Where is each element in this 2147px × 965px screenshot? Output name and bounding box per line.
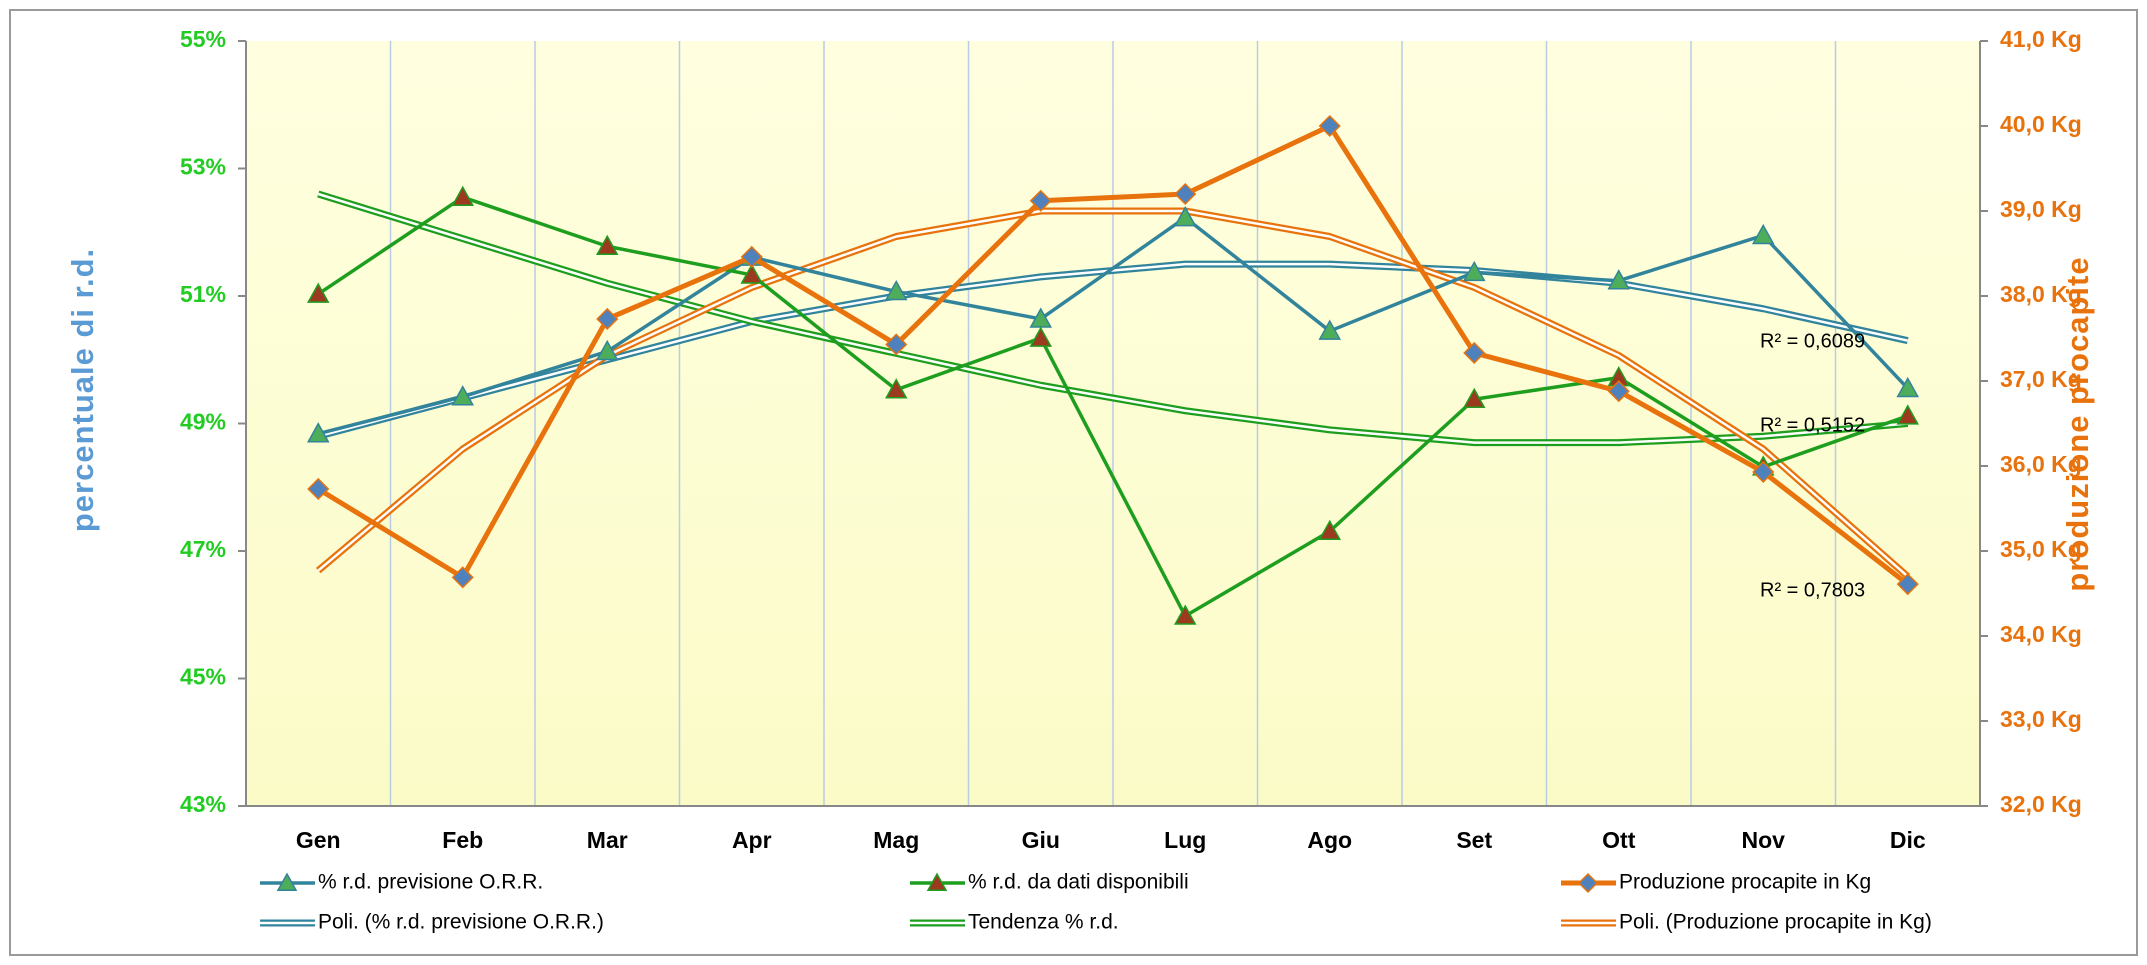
marker [1896, 404, 1920, 425]
y2-tick-label: 41,0 Kg [2000, 26, 2082, 52]
y-tick-label: 55% [180, 26, 226, 52]
annotation: R² = 0,6089 [1760, 330, 1865, 352]
x-tick-label: Mar [587, 827, 628, 853]
legend-marker [926, 872, 948, 891]
marker [307, 477, 330, 501]
marker [1607, 269, 1631, 290]
marker [1463, 341, 1486, 365]
y2-tick-label: 35,0 Kg [2000, 536, 2082, 562]
marker [596, 307, 619, 331]
marker [1896, 573, 1919, 596]
legend-label: Produzione procapite in Kg [1619, 871, 1871, 894]
marker [1173, 604, 1197, 625]
y2-tick-label: 36,0 Kg [2000, 451, 2082, 477]
trend-line-inner [317, 192, 1908, 444]
trend-line-inner [317, 209, 1909, 578]
y-tick-label: 43% [180, 791, 226, 817]
x-tick-label: Giu [1022, 827, 1060, 853]
x-tick-label: Feb [442, 827, 483, 853]
y-axis-title: percentuale di r.d. [65, 248, 100, 532]
marker [451, 385, 475, 406]
annotation: R² = 0,7803 [1760, 579, 1865, 601]
x-tick-label: Ott [1602, 827, 1636, 853]
legend-label: Poli. (% r.d. previsione O.R.R.) [318, 911, 604, 934]
y2-tick-label: 37,0 Kg [2000, 366, 2082, 392]
marker [1029, 326, 1053, 347]
x-tick-label: Nov [1742, 827, 1786, 853]
marker [1173, 206, 1197, 227]
x-tick-label: Gen [296, 827, 341, 853]
marker [451, 185, 475, 206]
legend-marker [276, 872, 298, 891]
x-tick-label: Set [1456, 827, 1492, 853]
x-tick-label: Lug [1164, 827, 1206, 853]
marker [1752, 460, 1775, 484]
marker [1029, 189, 1052, 212]
series-line [316, 123, 1910, 587]
x-tick-label: Ago [1307, 827, 1352, 853]
y2-axis-title: produzione procapite [2060, 256, 2095, 591]
marker [1318, 319, 1342, 340]
marker [1462, 387, 1486, 409]
y-tick-label: 49% [180, 409, 226, 435]
y2-tick-label: 33,0 Kg [2000, 706, 2082, 732]
marker [306, 282, 330, 303]
x-tick-label: Apr [732, 827, 772, 853]
legend-label: Tendenza % r.d. [968, 911, 1119, 934]
marker [884, 279, 908, 301]
marker [885, 333, 908, 356]
marker [1607, 380, 1630, 403]
marker [595, 339, 619, 361]
annotation: R² = 0,5152 [1760, 414, 1865, 436]
legend-label: Poli. (Produzione procapite in Kg) [1619, 911, 1932, 934]
legend-label: % r.d. da dati disponibili [968, 871, 1189, 894]
x-tick-label: Mag [873, 827, 919, 853]
y-tick-label: 53% [180, 154, 226, 180]
marker [451, 566, 474, 589]
y2-tick-label: 38,0 Kg [2000, 281, 2082, 307]
series-line [317, 195, 1909, 618]
y2-tick-label: 40,0 Kg [2000, 111, 2082, 137]
y-tick-label: 47% [180, 536, 226, 562]
y2-tick-label: 39,0 Kg [2000, 196, 2082, 222]
marker [1174, 182, 1197, 206]
legend-marker [1577, 872, 1599, 894]
marker [306, 422, 330, 443]
y2-tick-label: 32,0 Kg [2000, 791, 2082, 817]
marker [1318, 114, 1341, 138]
y2-tick-label: 34,0 Kg [2000, 621, 2082, 647]
marker [595, 234, 619, 256]
y-tick-label: 45% [180, 664, 226, 690]
marker [740, 263, 764, 284]
marker [740, 245, 763, 268]
x-tick-label: Dic [1890, 827, 1926, 853]
marker [1751, 223, 1775, 245]
marker [1462, 260, 1486, 282]
legend-label: % r.d. previsione O.R.R. [318, 871, 543, 894]
y-tick-label: 51% [180, 281, 226, 307]
marker [884, 378, 908, 399]
marker [1318, 519, 1342, 540]
marker [1896, 376, 1920, 398]
